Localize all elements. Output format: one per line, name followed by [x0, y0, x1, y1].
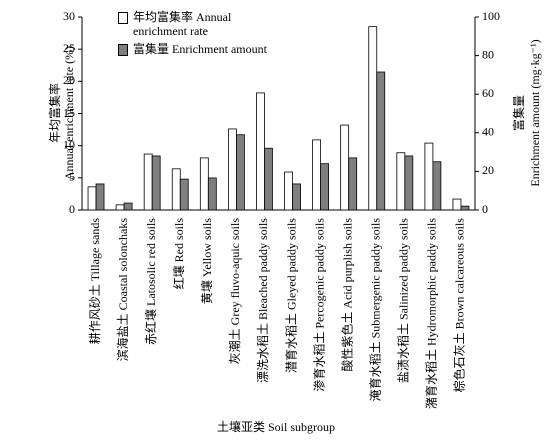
y-tick-label: 0 — [69, 202, 75, 216]
bar — [424, 142, 434, 211]
x-tick-label: 赤红壤 Latosolic red soils — [143, 218, 158, 345]
y-tick-label: 5 — [69, 170, 75, 184]
bar — [292, 183, 301, 211]
bar — [179, 178, 189, 211]
y2-tick-label: 0 — [482, 202, 488, 216]
legend-swatch — [118, 12, 128, 24]
bar — [320, 163, 330, 211]
bar — [284, 171, 293, 211]
legend-swatch — [118, 44, 128, 56]
legend-item: 富集量 Enrichment amount — [118, 42, 293, 56]
y2-tick-label: 100 — [482, 9, 500, 23]
bar — [368, 26, 378, 211]
bar — [87, 186, 97, 211]
x-tick-label: 棕色石灰土 Brown calcareous soils — [452, 218, 467, 393]
bar — [171, 168, 181, 211]
y2-axis-title: 富集量 — [511, 95, 526, 131]
legend-label: 年均富集率 Annual enrichment rate — [133, 10, 232, 38]
bar — [340, 124, 350, 211]
bar — [123, 202, 133, 211]
y2-tick-label: 40 — [482, 125, 494, 139]
x-tick-label: 滨海盐土 Coastal solonchaks — [115, 218, 130, 362]
y-axis-title: 年均富集率 — [47, 83, 62, 143]
y-tick-label: 30 — [63, 9, 75, 23]
bar — [256, 92, 265, 211]
x-tick-label: 红壤 Red soils — [171, 218, 186, 290]
x-tick-label: 盐渍水稻土 Salinized paddy soils — [397, 218, 411, 383]
y2-axis-title: Enrichment amount (mg·kg⁻¹) — [528, 39, 542, 186]
bar — [452, 198, 462, 211]
y2-tick-label: 80 — [482, 47, 494, 61]
bar — [199, 157, 209, 211]
legend: 年均富集率 Annual enrichment rate 富集量 Enrichme… — [118, 10, 293, 60]
x-tick-label: 淹育水稻土 Submergenic paddy soils — [368, 218, 383, 402]
bar — [115, 204, 125, 211]
bar — [312, 139, 322, 211]
y-axis-title: Annual enrichment rate (%) — [62, 46, 76, 180]
bar — [151, 155, 161, 211]
x-tick-label: 漂洗水稻土 Bleached paddy soils — [256, 218, 270, 383]
bar — [143, 153, 153, 211]
bar — [235, 134, 245, 211]
x-tick-label: 潴育水稻土 Hydromorphic paddy soils — [424, 218, 439, 409]
x-axis-title: 土壤亚类 Soil subgroup — [217, 419, 335, 434]
x-tick-label: 酸性紫色土 Acid purplish soils — [339, 218, 354, 372]
x-tick-label: 灰潮土 Grey fluvo-aquic soils — [227, 218, 242, 365]
x-tick-label: 渗育水稻土 Percogenic paddy soils — [311, 218, 326, 392]
y-tick-label: 25 — [63, 41, 75, 55]
legend-label: 富集量 Enrichment amount — [133, 42, 267, 56]
y-tick-label: 15 — [63, 105, 75, 119]
bar — [227, 128, 237, 211]
x-tick-label: 黄壤 Yellow soils — [199, 218, 214, 304]
bar — [460, 205, 470, 211]
bar — [404, 155, 414, 211]
y-tick-label: 20 — [63, 73, 75, 87]
y-tick-label: 10 — [63, 137, 75, 151]
bar — [207, 177, 217, 211]
bar — [95, 183, 105, 211]
bar — [376, 71, 386, 211]
bar — [348, 157, 358, 211]
x-tick-label: 耕作风砂土 Tillage sands — [87, 218, 102, 345]
bar — [396, 152, 406, 211]
y2-tick-label: 60 — [482, 86, 494, 100]
x-tick-label: 潜育水稻土 Gleyed paddy soils — [283, 218, 298, 373]
bar — [264, 147, 273, 211]
bar — [432, 161, 442, 211]
y2-tick-label: 20 — [482, 163, 494, 177]
legend-item: 年均富集率 Annual enrichment rate — [118, 10, 293, 38]
